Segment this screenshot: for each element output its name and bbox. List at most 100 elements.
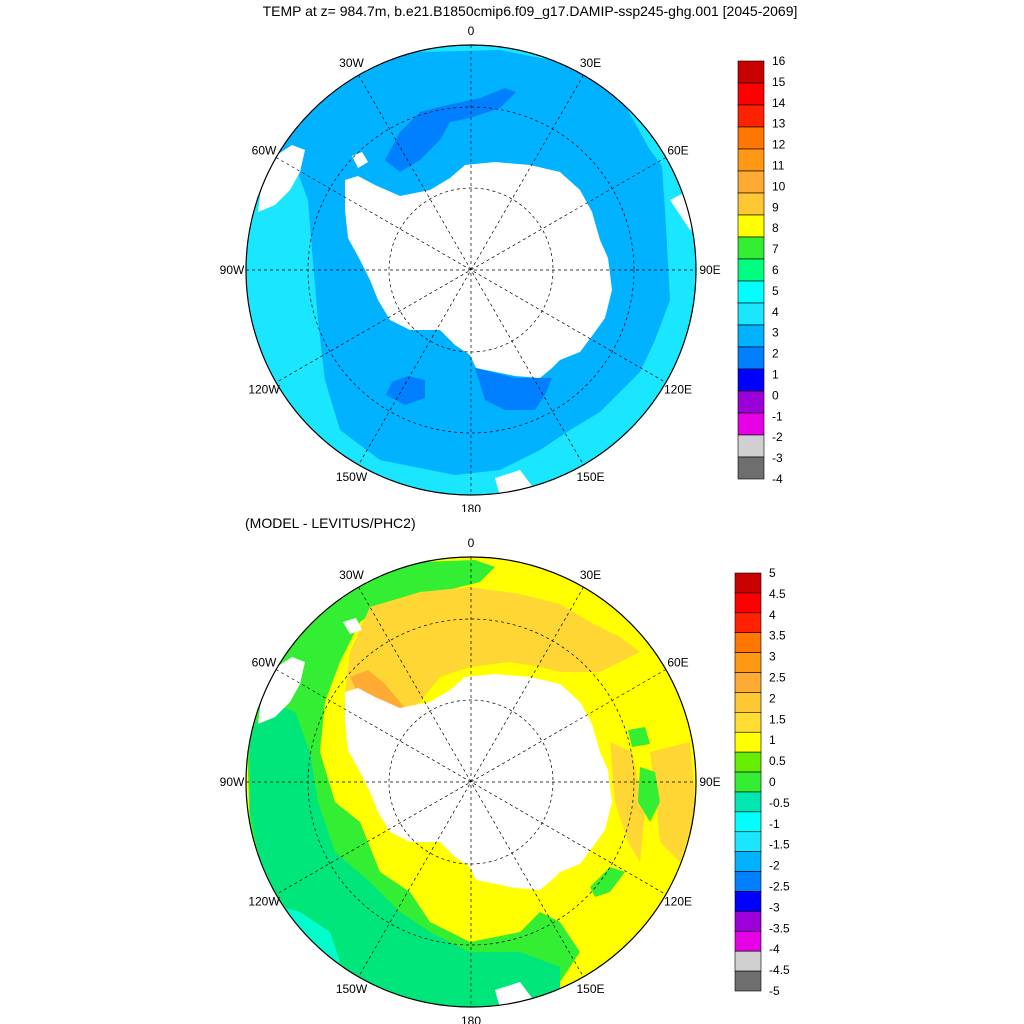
colorbar-swatch: [734, 871, 762, 892]
longitude-label: 150E: [576, 470, 604, 484]
colorbar-swatch: [734, 950, 762, 972]
contour-1.5-2-far-east: [650, 742, 696, 862]
colorbar-tick-label: -1: [769, 817, 780, 831]
colorbar-tick-label: -4: [769, 942, 780, 956]
colorbar-tick-label: -2.5: [769, 880, 790, 894]
colorbar-tick-label: -4: [772, 472, 783, 486]
colorbar-swatch: [737, 456, 765, 480]
colorbar-swatch: [737, 280, 765, 304]
temperature-field: [246, 45, 696, 495]
colorbar-swatch: [737, 258, 765, 282]
colorbar-swatch: [737, 126, 765, 150]
colorbar-swatch: [734, 731, 762, 753]
colorbar-tick-label: 1: [769, 733, 776, 747]
colorbar-tick-label: 13: [772, 117, 786, 131]
colorbar-tick-label: 7: [772, 242, 779, 256]
longitude-label: 60W: [252, 656, 277, 670]
colorbar-swatch: [734, 771, 762, 793]
colorbar-tick-label: 0: [769, 775, 776, 789]
longitude-label: 120E: [664, 383, 692, 397]
colorbar-swatch: [734, 851, 762, 872]
colorbar-tick-label: 4.5: [769, 587, 786, 601]
longitude-label: 150E: [576, 982, 604, 996]
colorbar-swatch: [734, 911, 762, 932]
colorbar-swatch: [737, 302, 765, 326]
colorbar-tick-label: -0.5: [769, 796, 790, 810]
colorbar-tick-label: 6: [772, 263, 779, 277]
longitude-label: 90W: [220, 263, 245, 277]
colorbar-swatch: [737, 170, 765, 194]
longitude-labels: 0 30E 60E 90E 120E 150E 180 150W 120W 90W 60W 30W: [220, 24, 721, 512]
south-america-land: [258, 145, 305, 212]
colorbar-tick-label: 9: [772, 200, 779, 214]
colorbar-swatch: [737, 82, 765, 106]
colorbar-swatch: [737, 192, 765, 216]
longitude-label: 60E: [667, 144, 688, 158]
south-america-land: [258, 657, 305, 724]
colorbar-swatch: [737, 324, 765, 348]
colorbar-tick-label: -3.5: [769, 921, 790, 935]
longitude-label: 60W: [252, 144, 277, 158]
longitude-label: 120W: [248, 895, 280, 909]
colorbar-swatch: [737, 368, 765, 392]
colorbar-tick-label: 15: [772, 75, 786, 89]
colorbar-tick-label: 3.5: [769, 629, 786, 643]
colorbar-tick-label: 2: [772, 347, 779, 361]
longitude-label: 150W: [336, 982, 368, 996]
colorbar-tick-label: 0: [772, 388, 779, 402]
colorbar-tick-label: 1.5: [769, 712, 786, 726]
colorbar-swatch: [734, 652, 762, 673]
colorbar-tick-label: 4: [772, 305, 779, 319]
colorbar-tick-label: 5: [772, 284, 779, 298]
longitude-label: 60E: [667, 656, 688, 670]
colorbar-tick-label: 4: [769, 608, 776, 622]
difference-colorbar: 5 4.5 4 3.5 3 2.5 2 1.5 1 0.5 0 -0.5 -1 -1.5 -2 -2.5 -3 -…: [734, 566, 790, 998]
longitude-label: 30W: [339, 56, 364, 70]
colorbar-swatch: [734, 831, 762, 852]
colorbar-swatch: [734, 891, 762, 912]
colorbar-tick-label: -3: [769, 900, 780, 914]
colorbar-swatch: [734, 751, 762, 773]
colorbar-swatch: [737, 434, 765, 458]
colorbar-tick-label: 0.5: [769, 754, 786, 768]
longitude-label: 30E: [580, 56, 601, 70]
colorbar-swatch: [737, 148, 765, 172]
colorbar-tick-label: -1.5: [769, 838, 790, 852]
colorbar-tick-label: 3: [772, 326, 779, 340]
contour-1-2-b: [386, 376, 425, 405]
colorbar-tick-label: 5: [769, 566, 776, 580]
graticule: [246, 45, 696, 495]
graticule: [246, 557, 696, 1007]
colorbar-swatch: [734, 672, 762, 693]
longitude-label: 150W: [336, 470, 368, 484]
colorbar-swatch: [734, 592, 762, 614]
colorbar-tick-label: 1: [772, 368, 779, 382]
longitude-label: 90E: [699, 775, 720, 789]
longitude-label: 30E: [580, 568, 601, 582]
map-boundary: [245, 556, 697, 1008]
map-boundary: [245, 44, 697, 496]
colorbar-tick-label: 11: [772, 159, 785, 173]
colorbar-swatch: [734, 692, 762, 713]
contour-1.5-2-east: [610, 742, 645, 862]
colorbar-tick-label: 8: [772, 221, 779, 235]
colorbar-swatch: [737, 390, 765, 414]
figure-title: TEMP at z= 984.7m, b.e21.B1850cmip6.f09_…: [262, 3, 798, 19]
longitude-labels: 0 30E 60E 90E 120E 150E 180 150W 120W 90W 60W 30W: [220, 536, 721, 1024]
colorbar-swatch: [737, 412, 765, 436]
colorbar-tick-label: 2: [769, 691, 776, 705]
colorbar-tick-label: 16: [772, 54, 786, 68]
colorbar-tick-label: 3: [769, 650, 776, 664]
colorbar-swatch: [734, 712, 762, 733]
colorbar-swatch: [737, 104, 765, 128]
colorbar-swatch: [734, 632, 762, 653]
colorbar-swatch: [734, 970, 762, 992]
colorbar-swatch: [734, 791, 762, 813]
contour-1-2-a: [385, 88, 516, 172]
colorbar-tick-label: -5: [769, 984, 780, 998]
difference-subtitle: (MODEL - LEVITUS/PHC2): [245, 515, 416, 531]
longitude-label: 90E: [699, 263, 720, 277]
colorbar-tick-label: -3: [772, 451, 783, 465]
